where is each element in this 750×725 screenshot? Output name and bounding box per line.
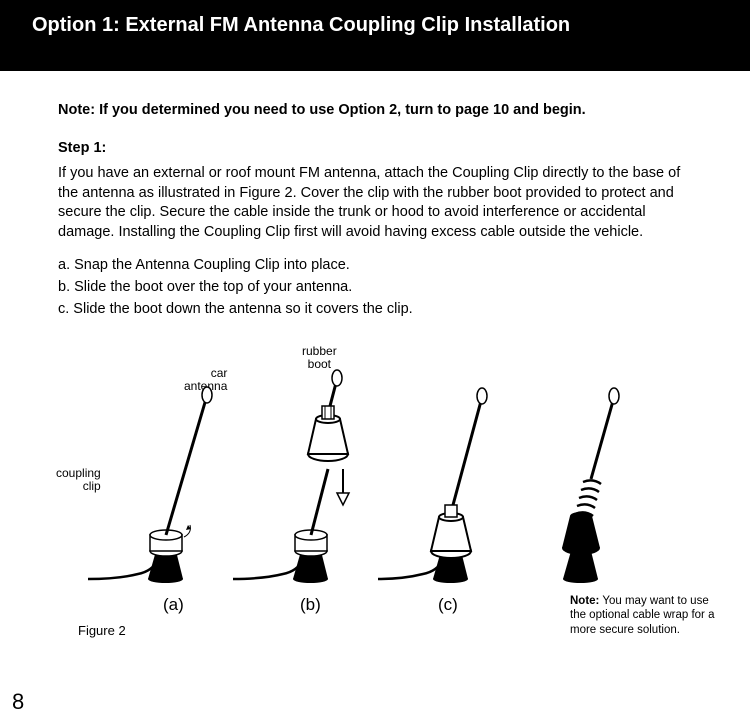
label-line: car bbox=[211, 366, 228, 380]
instruction-list: a. Snap the Antenna Coupling Clip into p… bbox=[58, 256, 700, 319]
side-note-bold: Note: bbox=[570, 595, 599, 607]
label-line: rubber bbox=[302, 344, 337, 358]
list-item: a. Snap the Antenna Coupling Clip into p… bbox=[58, 256, 700, 276]
side-note: Note: You may want to use the optional c… bbox=[570, 594, 715, 637]
page-number: 8 bbox=[12, 689, 24, 715]
content-area: Note: If you determined you need to use … bbox=[0, 71, 750, 639]
figure-caption: Figure 2 bbox=[78, 622, 126, 640]
diagram-panel-b bbox=[233, 359, 383, 589]
figure-area: coupling clip car antenna rubber boot bbox=[58, 339, 700, 639]
note-top: Note: If you determined you need to use … bbox=[58, 101, 700, 121]
body-text: If you have an external or roof mount FM… bbox=[58, 164, 700, 242]
diagram-panel-wrap bbox=[523, 379, 643, 589]
panel-letter-b: (b) bbox=[300, 594, 321, 617]
title-bar: Option 1: External FM Antenna Coupling C… bbox=[0, 0, 750, 71]
list-item: c. Slide the boot down the antenna so it… bbox=[58, 300, 700, 320]
panel-letter-c: (c) bbox=[438, 594, 458, 617]
diagram-panel-c bbox=[378, 379, 518, 589]
diagram-panel-a bbox=[88, 379, 238, 589]
list-item: b. Slide the boot over the top of your a… bbox=[58, 278, 700, 298]
step-label: Step 1: bbox=[58, 139, 700, 159]
panel-letter-a: (a) bbox=[163, 594, 184, 617]
